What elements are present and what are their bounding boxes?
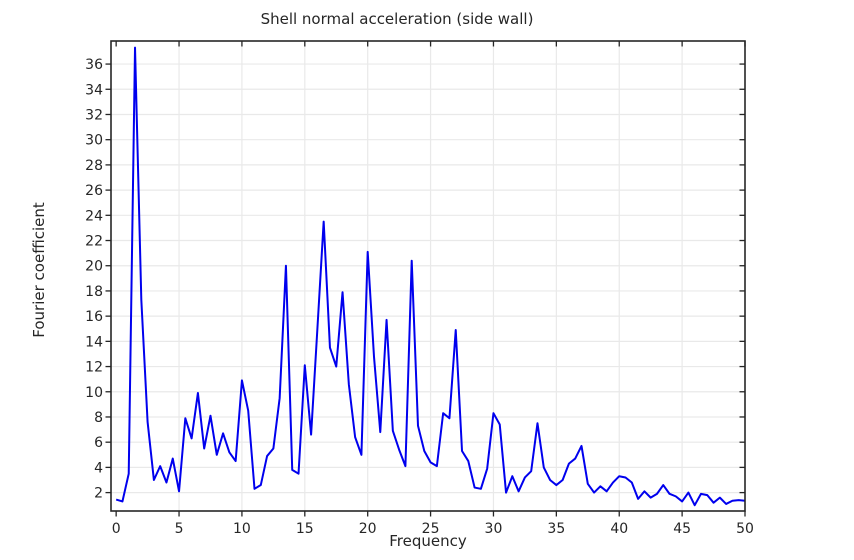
chart-title: Shell normal acceleration (side wall) — [261, 10, 534, 28]
x-axis-label: Frequency — [389, 532, 467, 550]
svg-text:40: 40 — [610, 521, 628, 537]
svg-text:15: 15 — [296, 521, 314, 537]
svg-text:32: 32 — [85, 107, 103, 123]
svg-text:18: 18 — [85, 284, 103, 300]
svg-text:10: 10 — [233, 521, 251, 537]
svg-text:16: 16 — [85, 309, 103, 325]
svg-text:14: 14 — [85, 334, 103, 350]
svg-text:2: 2 — [94, 486, 103, 502]
svg-text:22: 22 — [85, 234, 103, 250]
svg-text:30: 30 — [485, 521, 503, 537]
svg-text:8: 8 — [94, 410, 103, 426]
frequency-response-curve — [115, 46, 746, 507]
svg-text:5: 5 — [175, 521, 184, 537]
svg-text:45: 45 — [673, 521, 691, 537]
svg-text:10: 10 — [85, 385, 103, 401]
y-axis-label: Fourier coefficient — [30, 202, 48, 338]
svg-text:30: 30 — [85, 133, 103, 149]
svg-text:20: 20 — [359, 521, 377, 537]
svg-text:12: 12 — [85, 360, 103, 376]
gridlines — [111, 41, 745, 511]
svg-text:28: 28 — [85, 158, 103, 174]
svg-text:25: 25 — [422, 521, 440, 537]
axes-frame — [110, 40, 746, 512]
svg-text:24: 24 — [85, 208, 103, 224]
svg-text:6: 6 — [94, 435, 103, 451]
svg-text:35: 35 — [547, 521, 565, 537]
svg-text:0: 0 — [112, 521, 121, 537]
svg-text:4: 4 — [94, 460, 103, 476]
svg-text:50: 50 — [736, 521, 754, 537]
plot-area — [111, 41, 745, 511]
svg-text:34: 34 — [85, 82, 103, 98]
axis-ticks — [105, 41, 746, 517]
svg-text:20: 20 — [85, 259, 103, 275]
x-axis-tick-labels: 0 5 10 15 20 25 30 35 40 45 50 — [112, 521, 754, 537]
svg-text:26: 26 — [85, 183, 103, 199]
svg-text:36: 36 — [85, 57, 103, 73]
